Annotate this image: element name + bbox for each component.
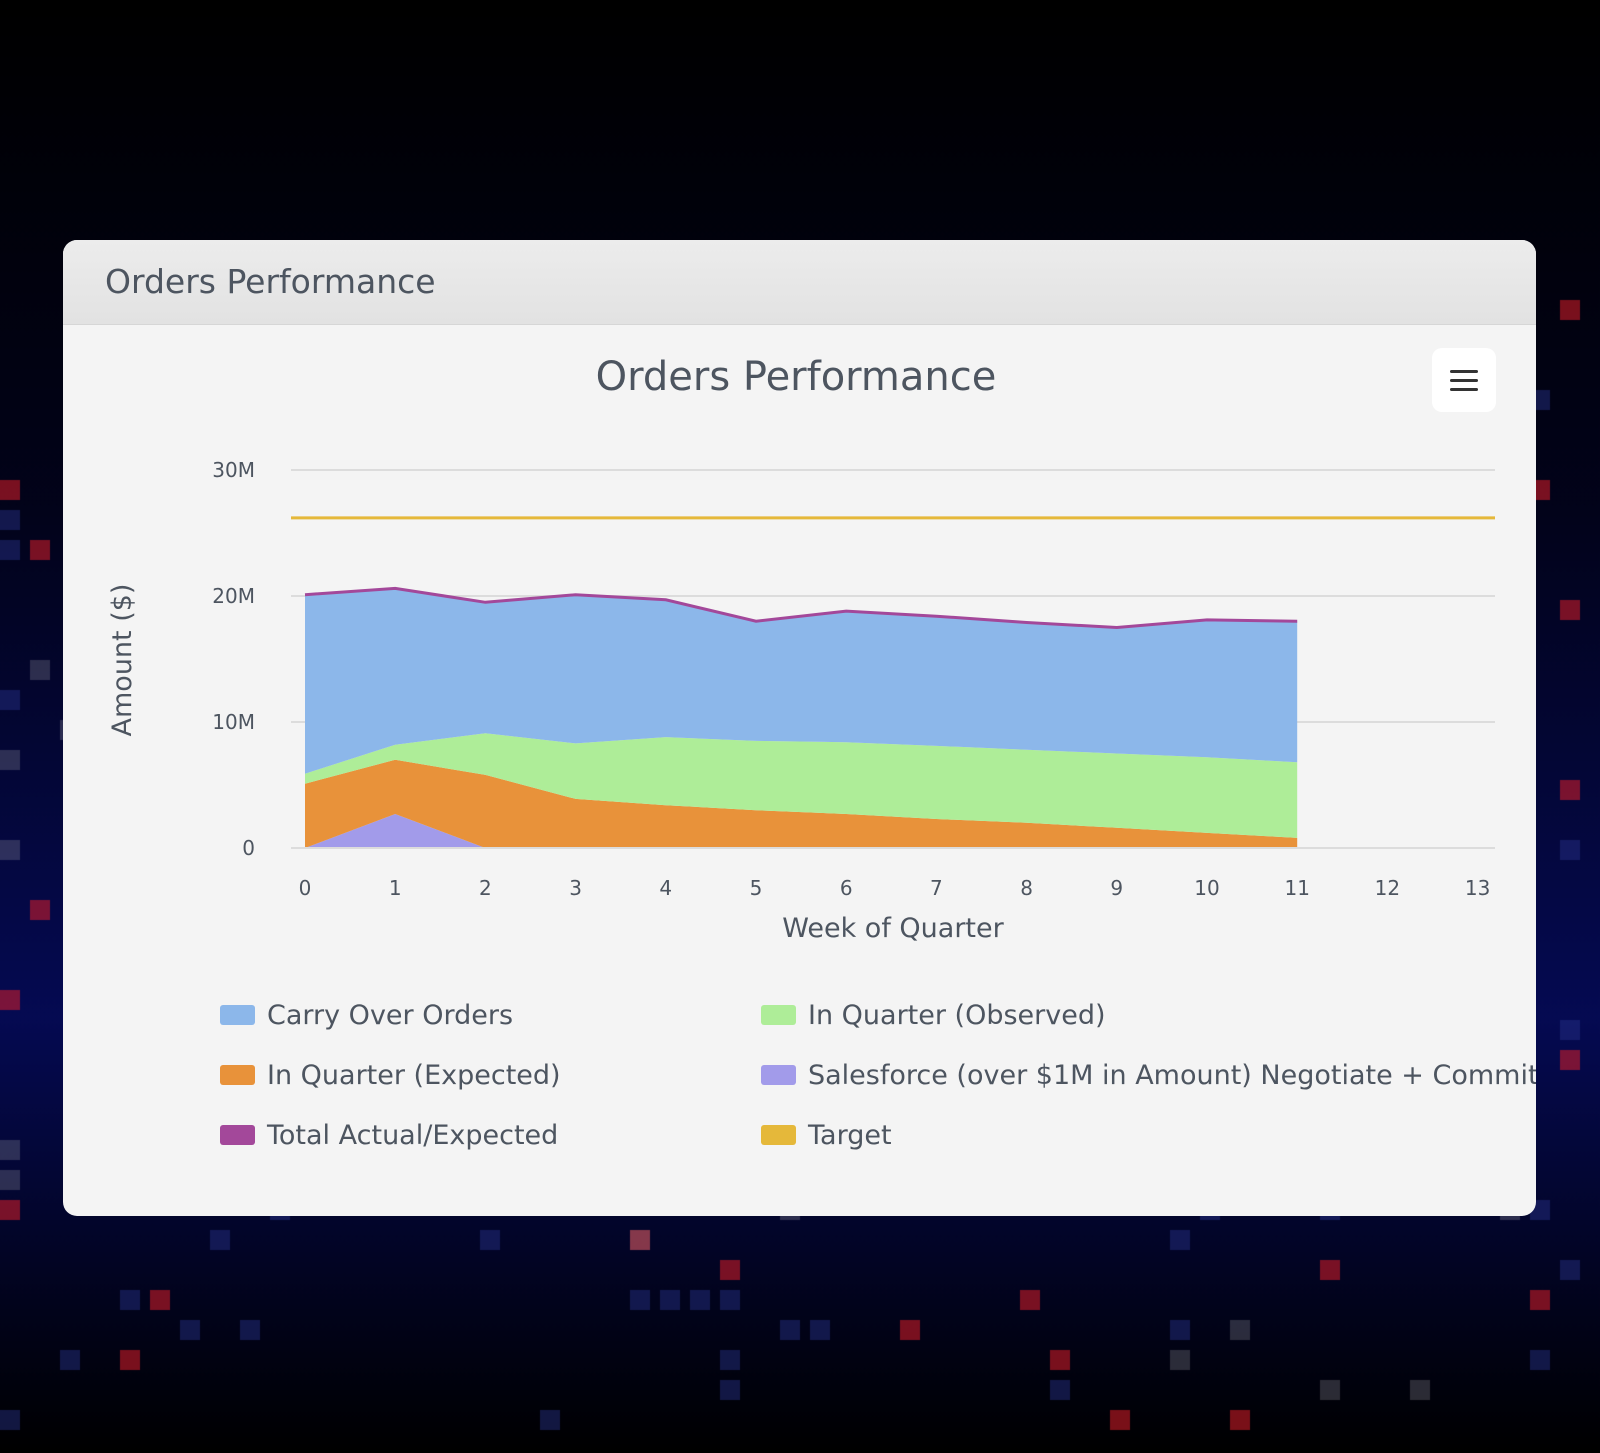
x-tick-label: 2 — [479, 876, 492, 900]
legend-label: In Quarter (Observed) — [808, 999, 1106, 1031]
legend-swatch — [220, 1005, 255, 1025]
y-tick-label: 30M — [212, 458, 255, 482]
y-axis-title: Amount ($) — [107, 584, 138, 737]
card-title: Orders Performance — [105, 262, 436, 301]
y-tick-label: 0 — [242, 836, 255, 860]
legend-label: Carry Over Orders — [267, 999, 514, 1031]
legend-swatch — [220, 1125, 255, 1145]
legend-label: Target — [808, 1119, 892, 1151]
x-tick-label: 6 — [840, 876, 853, 900]
x-tick-label: 3 — [569, 876, 582, 900]
legend-label: Salesforce (over $1M in Amount) Negotiat… — [808, 1059, 1536, 1091]
chart-menu-button[interactable] — [1432, 348, 1496, 412]
x-tick-label: 12 — [1375, 876, 1400, 900]
legend-label: In Quarter (Expected) — [267, 1059, 561, 1091]
legend-item[interactable]: In Quarter (Observed) — [761, 998, 1106, 1032]
chart-card: Orders Performance Orders Performance 0 10… — [63, 240, 1536, 1216]
x-tick-label: 4 — [659, 876, 672, 900]
legend-item[interactable]: Salesforce (over $1M in Amount) Negotiat… — [761, 1058, 1536, 1092]
legend-label: Total Actual/Expected — [267, 1119, 559, 1151]
x-axis-title: Week of Quarter — [782, 913, 1004, 944]
x-tick-label: 10 — [1194, 876, 1219, 900]
x-tick-label: 7 — [930, 876, 943, 900]
x-tick-label: 9 — [1110, 876, 1123, 900]
chart-title: Orders Performance — [596, 354, 997, 400]
area-in-quarter-expected — [305, 759, 1298, 848]
legend-swatch — [761, 1065, 796, 1085]
x-tick-label: 8 — [1020, 876, 1033, 900]
legend-swatch — [761, 1005, 796, 1025]
y-tick-label: 20M — [212, 584, 255, 608]
legend-item[interactable]: Total Actual/Expected — [220, 1118, 558, 1152]
y-tick-label: 10M — [212, 710, 255, 734]
area-salesforce-over-1m-in-amount-negotiate-commit — [305, 814, 1298, 848]
legend-swatch — [220, 1065, 255, 1085]
area-in-quarter-observed — [305, 733, 1298, 838]
x-tick-label: 5 — [750, 876, 763, 900]
x-tick-label: 11 — [1284, 876, 1309, 900]
x-tick-label: 0 — [299, 876, 312, 900]
x-tick-label: 1 — [389, 876, 402, 900]
card-header: Orders Performance — [63, 240, 1536, 325]
area-carry-over-orders — [305, 588, 1298, 774]
x-tick-label: 13 — [1465, 876, 1490, 900]
legend-item[interactable]: Target — [761, 1118, 892, 1152]
line-total-actual-expected — [304, 586, 1298, 630]
legend-swatch — [761, 1125, 796, 1145]
legend-item[interactable]: In Quarter (Expected) — [220, 1058, 561, 1092]
legend-item[interactable]: Carry Over Orders — [220, 998, 513, 1032]
